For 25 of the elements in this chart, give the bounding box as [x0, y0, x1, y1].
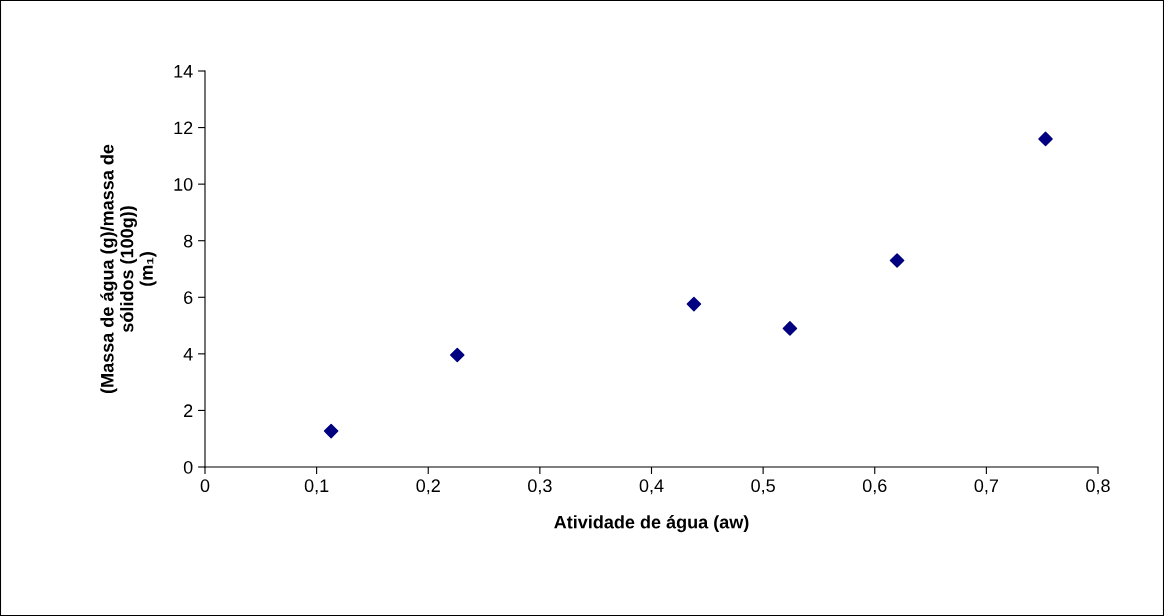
x-tick-label: 0,8	[1086, 479, 1110, 495]
y-tick-label: 10	[174, 178, 193, 191]
point	[686, 296, 702, 312]
y-tick-label: 14	[174, 65, 193, 78]
y-tick-label: 6	[184, 291, 193, 305]
x-axis-title: Atividade de água (aw)	[554, 515, 749, 533]
y-tick-label: 4	[183, 347, 193, 361]
y-tick-label: 2	[184, 404, 193, 417]
x-tick-label: 0	[200, 479, 210, 493]
x-tick-label: 0,2	[416, 479, 440, 495]
x-tick-label: 0,4	[639, 479, 664, 495]
point	[1038, 131, 1053, 147]
x-tick-label: 0,5	[751, 479, 775, 495]
point	[449, 347, 465, 363]
x-tick-label: 0,7	[974, 479, 999, 495]
y-tick-label: 12	[174, 121, 193, 135]
y-tick-label: 8	[183, 234, 193, 248]
y-tick-label: 0	[183, 460, 193, 474]
x-tick-label: 0,6	[862, 479, 887, 495]
point	[889, 253, 905, 268]
x-tick-label: 0,1	[304, 479, 329, 495]
y-axis-title: (Massa de água (g)/massa de sólidos (100g)) (m₁)	[100, 144, 157, 394]
point	[782, 321, 798, 336]
point	[323, 423, 339, 439]
x-tick-label: 0,3	[528, 479, 552, 495]
